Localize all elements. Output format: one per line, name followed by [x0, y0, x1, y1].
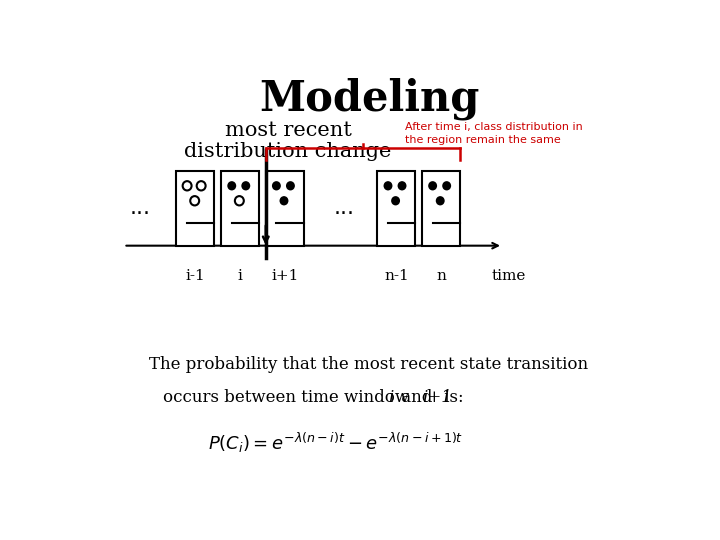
Bar — [221, 171, 259, 246]
Text: and: and — [396, 389, 438, 406]
Text: ...: ... — [333, 198, 354, 218]
Text: i: i — [238, 268, 243, 282]
Text: $P(C_i) = e^{-\lambda(n-i)t} - e^{-\lambda(n-i+1)t}$: $P(C_i) = e^{-\lambda(n-i)t} - e^{-\lamb… — [208, 431, 463, 455]
Text: i+1: i+1 — [271, 268, 298, 282]
Ellipse shape — [384, 181, 392, 191]
Text: ...: ... — [130, 198, 150, 218]
Text: most recent: most recent — [225, 121, 351, 140]
Ellipse shape — [183, 181, 192, 191]
Text: occurs between time window: occurs between time window — [163, 389, 414, 406]
Ellipse shape — [272, 181, 281, 191]
Ellipse shape — [235, 196, 244, 205]
Text: the region remain the same: the region remain the same — [405, 134, 561, 145]
Ellipse shape — [442, 181, 451, 191]
Ellipse shape — [391, 196, 400, 205]
Ellipse shape — [241, 181, 251, 191]
Text: distribution change: distribution change — [184, 141, 392, 161]
Text: time: time — [492, 268, 526, 282]
Bar — [266, 171, 304, 246]
Text: n: n — [436, 268, 446, 282]
Ellipse shape — [436, 196, 445, 205]
Text: i-1: i-1 — [186, 268, 205, 282]
Ellipse shape — [197, 181, 206, 191]
Text: Modeling: Modeling — [258, 77, 480, 120]
Text: i: i — [389, 389, 394, 406]
Ellipse shape — [190, 196, 199, 205]
Text: i+1: i+1 — [422, 389, 452, 406]
Ellipse shape — [279, 196, 289, 205]
Ellipse shape — [286, 181, 295, 191]
Text: is:: is: — [438, 389, 464, 406]
Bar — [422, 171, 460, 246]
Text: The probability that the most recent state transition: The probability that the most recent sta… — [150, 356, 588, 373]
Text: n-1: n-1 — [384, 268, 409, 282]
Text: After time i, class distribution in: After time i, class distribution in — [405, 122, 583, 132]
Ellipse shape — [428, 181, 437, 191]
Ellipse shape — [397, 181, 407, 191]
Ellipse shape — [228, 181, 236, 191]
Bar — [377, 171, 415, 246]
Bar — [176, 171, 215, 246]
